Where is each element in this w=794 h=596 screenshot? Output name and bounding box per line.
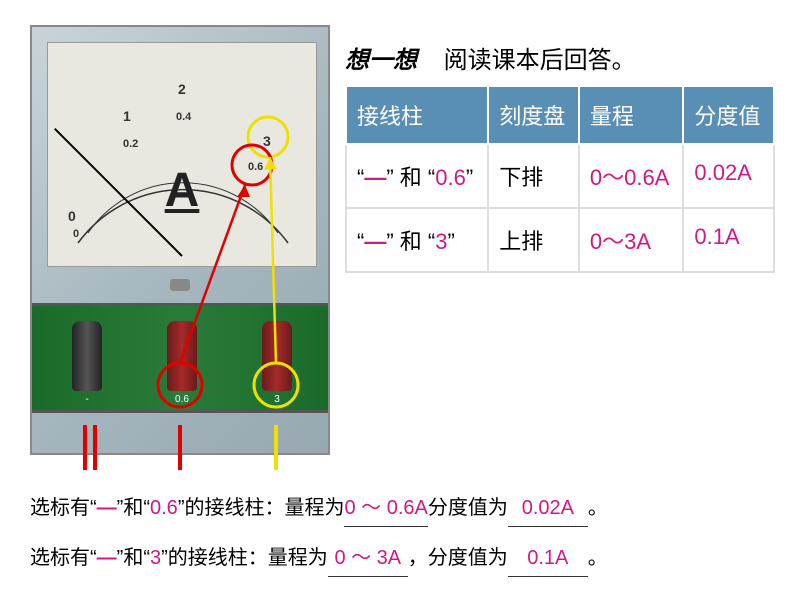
f2-divlabel: ，分度值为 [408, 547, 508, 569]
terminal-06 [167, 321, 197, 391]
scale-top-3: 3 [263, 133, 271, 149]
r2-and: ” 和 “ [386, 229, 435, 254]
r2-dash: — [364, 229, 386, 254]
r1-and: ” 和 “ [386, 165, 435, 190]
ammeter-body: 0 1 2 3 0 0.2 0.4 0.6 A - 0.6 3 [30, 25, 330, 455]
f2-end: 。 [588, 547, 608, 569]
f2-val: 3 [150, 547, 161, 569]
f2-div-blank: 0.1A [508, 540, 588, 577]
terminal-negative [72, 321, 102, 391]
scale-top-0: 0 [68, 208, 76, 224]
ampere-symbol: A [165, 163, 200, 218]
f2-pre: 选标有“ [30, 547, 97, 569]
scale-top-1: 1 [123, 108, 131, 124]
fill-line-1: 选标有“—”和“0.6”的接线柱：量程为0 ～ 0.6A分度值为0.02A。 [30, 490, 608, 527]
th-scale: 刻度盘 [488, 86, 579, 144]
r1-val: 0.6 [435, 165, 466, 190]
f1-div-blank: 0.02A [508, 490, 588, 527]
f2-mid: ”和“ [117, 547, 150, 569]
title-section: 想一想 阅读课本后回答。 [345, 40, 636, 75]
cell-r2-range: 0～3A [579, 208, 684, 272]
adjustment-screw [170, 279, 190, 291]
scale-bot-2: 0.4 [176, 111, 191, 123]
f2-post: ”的接线柱：量程为 [161, 547, 328, 569]
cell-r1-terminals: “—” 和 “0.6” [346, 144, 488, 208]
f1-pre: 选标有“ [30, 497, 97, 519]
r1-dash: — [364, 165, 386, 190]
cell-r2-scale: 上排 [488, 208, 579, 272]
table-row-1: “—” 和 “0.6” 下排 0～0.6A 0.02A [346, 144, 774, 208]
terminal-3 [262, 321, 292, 391]
scale-top-2: 2 [178, 81, 186, 97]
f1-divlabel: 分度值为 [428, 497, 508, 519]
cell-r1-range: 0～0.6A [579, 144, 684, 208]
f1-val: 0.6 [150, 497, 178, 519]
scale-arc [48, 43, 317, 267]
r2-val: 3 [435, 229, 447, 254]
terminal-neg-label: - [72, 394, 102, 405]
th-terminals: 接线柱 [346, 86, 488, 144]
f1-end: 。 [588, 497, 608, 519]
r1-q2: ” [466, 165, 473, 190]
th-range: 量程 [579, 86, 684, 144]
title-think: 想一想 [345, 48, 417, 74]
ammeter-device: 0 1 2 3 0 0.2 0.4 0.6 A - 0.6 3 [30, 25, 330, 455]
f2-dash: — [97, 547, 117, 569]
r2-q2: ” [447, 229, 454, 254]
terminal-area: - 0.6 3 [32, 303, 328, 413]
cell-r2-terminals: “—” 和 “3” [346, 208, 488, 272]
f1-range-blank: 0 ～ 0.6A [344, 490, 427, 527]
f2-range-blank: 0 ～ 3A [328, 540, 408, 577]
cell-r1-scale: 下排 [488, 144, 579, 208]
f1-mid: ”和“ [117, 497, 150, 519]
scale-bot-1: 0.2 [123, 138, 138, 150]
scale-bot-0: 0 [73, 228, 79, 240]
th-division: 分度值 [683, 86, 774, 144]
fill-line-2: 选标有“—”和“3”的接线柱：量程为0 ～ 3A，分度值为0.1A。 [30, 540, 608, 577]
terminal-06-label: 0.6 [167, 394, 197, 405]
scale-bot-3: 0.6 [248, 161, 263, 173]
table-row-2: “—” 和 “3” 上排 0～3A 0.1A [346, 208, 774, 272]
cell-r1-division: 0.02A [683, 144, 774, 208]
data-table: 接线柱 刻度盘 量程 分度值 “—” 和 “0.6” 下排 0～0.6A 0.0… [345, 85, 775, 273]
f1-post: ”的接线柱：量程为 [178, 497, 345, 519]
dial-face: 0 1 2 3 0 0.2 0.4 0.6 A [47, 42, 317, 267]
title-instruction: 阅读课本后回答。 [444, 47, 636, 74]
terminal-3-label: 3 [262, 394, 292, 405]
cell-r2-division: 0.1A [683, 208, 774, 272]
table-header-row: 接线柱 刻度盘 量程 分度值 [346, 86, 774, 144]
f1-dash: — [97, 497, 117, 519]
